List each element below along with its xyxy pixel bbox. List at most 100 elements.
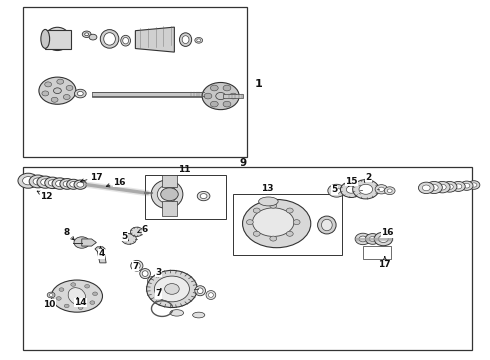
Ellipse shape xyxy=(243,199,311,248)
Circle shape xyxy=(374,232,392,246)
Circle shape xyxy=(59,288,64,291)
Circle shape xyxy=(359,236,367,242)
Circle shape xyxy=(253,231,260,236)
Circle shape xyxy=(89,34,97,40)
Ellipse shape xyxy=(193,312,205,318)
Circle shape xyxy=(210,85,218,91)
Ellipse shape xyxy=(182,36,189,44)
Polygon shape xyxy=(82,239,97,246)
Text: 12: 12 xyxy=(37,191,53,201)
Ellipse shape xyxy=(133,262,140,269)
Ellipse shape xyxy=(142,271,148,276)
Ellipse shape xyxy=(195,286,205,296)
Circle shape xyxy=(37,176,53,188)
Text: 8: 8 xyxy=(63,228,74,240)
Text: 9: 9 xyxy=(239,158,246,168)
Text: 4: 4 xyxy=(98,246,104,258)
Ellipse shape xyxy=(206,291,216,300)
Circle shape xyxy=(223,101,231,107)
Text: 13: 13 xyxy=(261,184,273,193)
Circle shape xyxy=(52,178,68,189)
Text: 6: 6 xyxy=(138,225,148,234)
Circle shape xyxy=(147,270,197,307)
Polygon shape xyxy=(223,94,243,98)
Circle shape xyxy=(60,179,74,189)
Circle shape xyxy=(359,184,373,194)
Circle shape xyxy=(23,177,34,185)
Ellipse shape xyxy=(41,30,49,48)
Circle shape xyxy=(130,227,143,237)
Ellipse shape xyxy=(252,208,294,237)
Circle shape xyxy=(78,306,83,310)
Ellipse shape xyxy=(68,288,86,305)
Circle shape xyxy=(446,184,453,189)
Text: 10: 10 xyxy=(43,299,55,309)
Ellipse shape xyxy=(151,180,183,208)
Text: 16: 16 xyxy=(381,228,393,237)
Circle shape xyxy=(270,236,277,241)
Circle shape xyxy=(77,91,83,96)
Ellipse shape xyxy=(122,37,128,44)
Circle shape xyxy=(200,194,207,199)
Circle shape xyxy=(210,101,218,107)
Circle shape xyxy=(286,231,293,236)
Text: 5: 5 xyxy=(332,185,338,194)
Text: 14: 14 xyxy=(74,297,87,307)
Ellipse shape xyxy=(208,293,213,297)
Circle shape xyxy=(74,89,86,98)
Ellipse shape xyxy=(51,280,102,312)
Circle shape xyxy=(216,93,225,100)
Ellipse shape xyxy=(131,260,143,271)
Circle shape xyxy=(460,181,473,190)
Circle shape xyxy=(74,180,87,189)
Text: 2: 2 xyxy=(365,173,372,182)
Circle shape xyxy=(93,292,98,296)
Circle shape xyxy=(333,188,341,194)
Polygon shape xyxy=(95,247,105,251)
Ellipse shape xyxy=(197,288,203,294)
Polygon shape xyxy=(162,202,177,216)
Text: 7: 7 xyxy=(155,288,162,298)
Ellipse shape xyxy=(45,27,70,50)
Circle shape xyxy=(455,184,462,189)
Circle shape xyxy=(369,237,376,242)
Circle shape xyxy=(39,77,76,104)
Text: 1: 1 xyxy=(255,78,263,89)
Circle shape xyxy=(71,283,75,286)
Ellipse shape xyxy=(104,33,116,45)
Text: 17: 17 xyxy=(80,173,103,182)
Circle shape xyxy=(253,208,260,213)
Circle shape xyxy=(85,284,90,288)
Text: 5: 5 xyxy=(121,232,128,241)
Text: 15: 15 xyxy=(345,176,358,186)
Circle shape xyxy=(49,294,53,296)
Ellipse shape xyxy=(321,219,332,231)
Circle shape xyxy=(204,93,212,99)
Text: 17: 17 xyxy=(378,257,391,269)
Text: 11: 11 xyxy=(178,166,190,175)
Ellipse shape xyxy=(170,310,184,316)
Circle shape xyxy=(346,186,356,193)
Circle shape xyxy=(384,187,395,195)
Circle shape xyxy=(452,181,465,192)
Ellipse shape xyxy=(179,33,192,46)
Circle shape xyxy=(378,187,384,192)
Circle shape xyxy=(42,91,49,96)
Circle shape xyxy=(41,179,50,185)
Circle shape xyxy=(439,184,446,190)
Circle shape xyxy=(355,233,371,245)
Circle shape xyxy=(468,181,480,189)
Circle shape xyxy=(55,180,64,187)
Polygon shape xyxy=(92,92,202,97)
Circle shape xyxy=(422,185,430,191)
Circle shape xyxy=(246,220,253,225)
Circle shape xyxy=(33,178,43,185)
Circle shape xyxy=(270,203,277,208)
Circle shape xyxy=(353,180,379,199)
Circle shape xyxy=(64,304,69,308)
Text: 3: 3 xyxy=(156,268,162,277)
Circle shape xyxy=(464,183,470,188)
Circle shape xyxy=(48,180,57,186)
Circle shape xyxy=(286,208,293,213)
Ellipse shape xyxy=(100,30,119,48)
